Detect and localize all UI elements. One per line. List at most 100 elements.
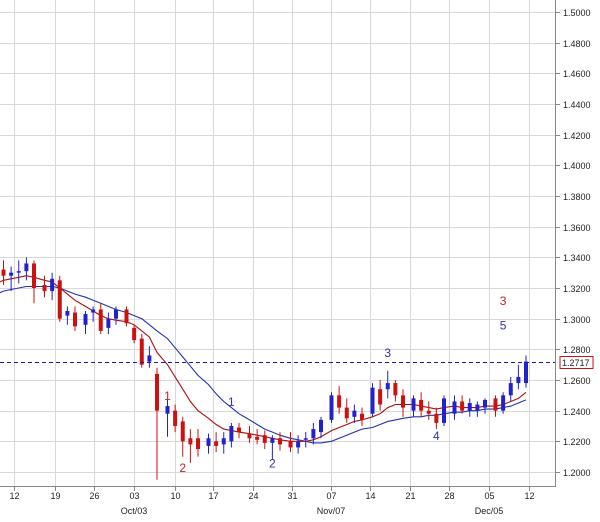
candle-body — [516, 376, 521, 384]
y-tick-label: 1.2800 — [563, 345, 591, 355]
y-tick-label: 1.4000 — [563, 161, 591, 171]
x-tick-label: 19 — [50, 491, 60, 501]
x-tick-label: 05 — [484, 491, 494, 501]
candle-body — [173, 410, 178, 426]
y-tick-label: 1.4200 — [563, 131, 591, 141]
wave-annotation-label: 2 — [179, 461, 186, 475]
candle-body — [214, 441, 219, 446]
candle-body — [9, 272, 14, 276]
x-tick-label: 21 — [405, 491, 415, 501]
candle-body — [303, 438, 308, 440]
candle-body — [270, 438, 275, 443]
candle-body — [132, 327, 137, 341]
candle-body — [508, 383, 513, 396]
candle-body — [460, 401, 465, 411]
candle-body — [50, 278, 55, 292]
wave-annotation-label: 1 — [164, 389, 171, 403]
y-tick-label: 1.2400 — [563, 407, 591, 417]
candle-body — [221, 438, 226, 445]
candle-body — [296, 441, 301, 448]
candle-body — [139, 338, 144, 365]
candle-body — [467, 403, 472, 411]
y-axis-ticks: 1.2000 1.2200 1.2400 1.2600 1.2800 1.3000 1.32… — [555, 8, 591, 478]
candle-body — [106, 318, 111, 328]
candle-body — [124, 309, 129, 324]
candle-body — [311, 429, 316, 439]
candle-body — [1, 269, 6, 276]
wave-annotations: 1 2 1 2 3 4 3 5 — [164, 294, 507, 475]
x-tick-label: 28 — [444, 491, 454, 501]
wave-annotation-label: 5 — [500, 318, 507, 332]
candle-body — [401, 395, 406, 408]
candle-body — [229, 426, 234, 442]
candle-body — [188, 438, 193, 445]
candle-body — [42, 284, 47, 292]
y-tick-label: 1.3200 — [563, 284, 591, 294]
x-tick-label: 07 — [326, 491, 336, 501]
y-tick-label: 1.4400 — [563, 100, 591, 110]
x-tick-label: 26 — [89, 491, 99, 501]
y-tick-label: 1.4600 — [563, 69, 591, 79]
month-label: Nov/07 — [317, 506, 346, 516]
last-price-tag-text: 1.2717 — [562, 358, 590, 368]
candle-body — [378, 389, 383, 405]
candle-body — [165, 406, 170, 414]
candle-body — [426, 410, 431, 414]
y-tick-label: 1.2600 — [563, 376, 591, 386]
last-price-tag: 1.2717 — [559, 356, 594, 369]
candle-body — [352, 410, 357, 417]
candle-body — [73, 312, 78, 327]
month-label: Oct/03 — [121, 506, 148, 516]
candle-body — [501, 395, 506, 411]
candle-body — [329, 395, 334, 420]
candle-body — [196, 438, 201, 449]
candle-body — [98, 309, 103, 331]
candle-body — [255, 436, 260, 440]
x-tick-label: 31 — [287, 491, 297, 501]
wave-annotation-label: 1 — [228, 395, 235, 409]
candle-body — [32, 263, 37, 288]
y-tick-label: 1.4800 — [563, 39, 591, 49]
candle-body — [65, 311, 70, 316]
y-tick-label: 1.5000 — [563, 8, 591, 18]
candle-body — [262, 435, 267, 443]
candle-body — [337, 395, 342, 408]
candle-body — [434, 413, 439, 423]
candle-body — [206, 438, 211, 446]
x-tick-label: 12 — [9, 491, 19, 501]
candle-body — [83, 314, 88, 325]
x-tick-label: 24 — [248, 491, 258, 501]
candle-body — [288, 441, 293, 448]
candle-body — [493, 398, 498, 411]
wave-annotation-label: 2 — [269, 456, 276, 470]
candle-body — [393, 383, 398, 396]
candle-body — [452, 401, 457, 414]
month-label: Dec/05 — [475, 506, 504, 516]
wave-annotation-label: 4 — [433, 429, 440, 443]
y-tick-label: 1.3400 — [563, 253, 591, 263]
y-tick-label: 1.3000 — [563, 315, 591, 325]
candle-body — [24, 263, 29, 272]
candlesticks — [1, 257, 529, 480]
fast-moving-average-line — [0, 275, 527, 442]
candle-body — [247, 433, 252, 439]
candle-body — [475, 404, 480, 411]
x-tick-label: 14 — [365, 491, 375, 501]
candle-body — [360, 413, 365, 420]
candle-body — [411, 398, 416, 411]
candle-body — [370, 387, 375, 414]
candle-body — [419, 399, 424, 411]
candle-body — [344, 407, 349, 419]
x-axis-ticks: 12 19 26 03 10 17 24 31 07 14 21 28 05 12 — [9, 486, 535, 501]
wave-annotation-label: 3 — [384, 346, 391, 360]
candle-body — [483, 399, 488, 408]
x-tick-label: 12 — [524, 491, 534, 501]
candle-body — [16, 271, 21, 273]
last-price-tag-box — [559, 356, 594, 369]
y-tick-label: 1.2200 — [563, 437, 591, 447]
candle-body — [319, 419, 324, 433]
candle-body — [180, 421, 185, 442]
x-tick-label: 17 — [208, 491, 218, 501]
